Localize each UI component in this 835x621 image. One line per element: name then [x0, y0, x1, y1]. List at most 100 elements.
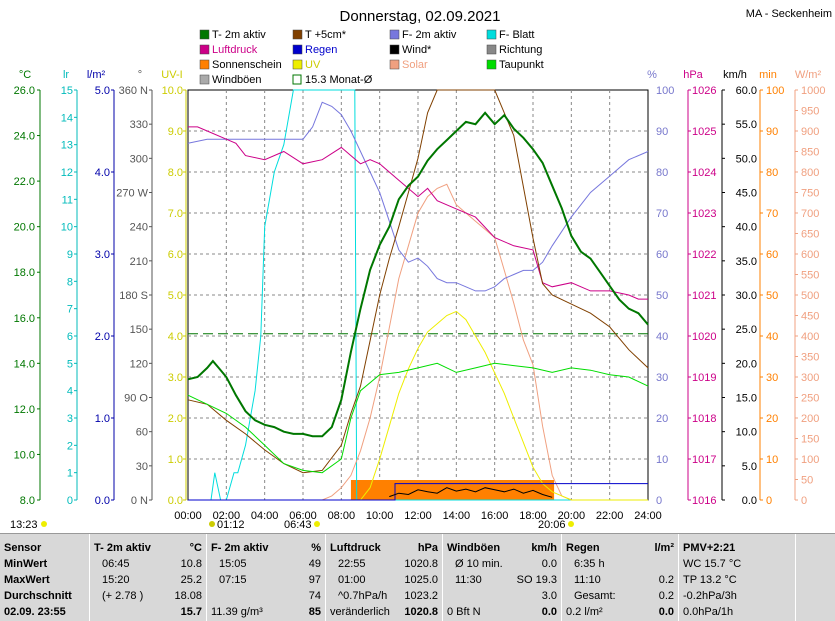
axis-tick-label-press: 1018	[692, 413, 716, 425]
axis-tick-label-temp: 10.0	[14, 449, 35, 461]
axis-tick-label-temp: 14.0	[14, 358, 35, 370]
footer-sensor-min: MinWert	[4, 558, 48, 570]
axis-tick-label-press: 1021	[692, 290, 716, 302]
legend-swatch	[389, 59, 400, 70]
series-solar	[188, 183, 648, 501]
axis-tick-label-wind: 45.0	[736, 188, 757, 200]
axis-tick-label-time: 24:00	[634, 510, 662, 522]
summary-footer: Sensor MinWert MaxWert Durchschnitt 02.0…	[0, 533, 835, 621]
axis-tick-label-uv: 3.0	[168, 372, 183, 384]
footer-cell-value: 74	[308, 590, 321, 602]
marker-sunrise: 06:43	[284, 519, 312, 531]
footer-pmv: PMV+2:21 WC 15.7 °C TP 13.2 °C -0.2hPa/3…	[678, 534, 795, 621]
axis-tick-label-press: 1025	[692, 126, 716, 138]
axis-unit-solar: W/m²	[795, 69, 822, 81]
legend: T- 2m aktiv T +5cm* F- 2m aktiv F- Blatt Luf…	[199, 29, 544, 86]
axis-tick-label-dir: 360 N	[119, 85, 148, 97]
axis-tick-label-uv: 5.0	[168, 290, 183, 302]
legend-swatch	[292, 59, 303, 70]
axis-tick-label-solar: 550	[801, 270, 819, 282]
axis-tick-label-solar: 50	[801, 475, 813, 487]
series-group	[187, 89, 649, 501]
axis-tick-label-hum: 0	[656, 495, 662, 507]
axis-tick-label-solar: 150	[801, 434, 819, 446]
axis-tick-label-uv: 8.0	[168, 167, 183, 179]
footer-rain: Regen l/m² 6:35 h 11:10 0.2 Gesamt: 0.2 0.2 l/m…	[561, 534, 678, 621]
footer-cell-row: 15:20 25.2	[94, 574, 202, 589]
axis-tick-label-solar: 250	[801, 393, 819, 405]
axis-tick-label-leaf: 4	[67, 386, 73, 398]
legend-label: Richtung	[499, 44, 542, 56]
legend-label: Solar	[402, 59, 428, 71]
axis-tick-label-solar: 650	[801, 229, 819, 241]
footer-cell-row: 06:45 10.8	[94, 558, 202, 573]
footer-cell-label: 11:10	[574, 574, 601, 586]
axis-tick-label-min: 40	[766, 331, 778, 343]
footer-cell-row: 74	[211, 590, 321, 605]
time-markers: 13:23 01:12 06:43 20:06	[10, 519, 574, 531]
footer-cell-value: 85	[308, 606, 321, 618]
axis-tick-label-solar: 0	[801, 495, 807, 507]
legend-label: Sonnenschein	[212, 59, 282, 71]
footer-pmv-title: PMV+2:21	[683, 542, 736, 554]
axis-tick-label-leaf: 13	[61, 140, 73, 152]
axis-tick-label-hum: 10	[656, 454, 668, 466]
axis-tick-label-leaf: 8	[67, 276, 73, 288]
axis-tick-label-dir: 150	[130, 324, 148, 336]
footer-pmv-3h: -0.2hPa/3h	[683, 590, 737, 602]
footer-sensor-avg: Durchschnitt	[4, 590, 72, 602]
weather-chart: Donnerstag, 02.09.2021 MA - Seckenheim T…	[10, 8, 832, 531]
footer-cell-row: 07:15 97	[211, 574, 321, 589]
footer-cell-row: Gesamt: 0.2	[566, 590, 674, 605]
series-f-blatt	[188, 89, 648, 501]
axis-tick-label-leaf: 14	[61, 112, 73, 124]
footer-sensor-date: 02.09. 23:55	[4, 606, 66, 618]
footer-cell-row: 0 Bft N 0.0	[447, 606, 557, 621]
axis-tick-label-temp: 20.0	[14, 222, 35, 234]
footer-pmv-tp: TP 13.2 °C	[683, 574, 737, 586]
footer-cell-label: Ø 10 min.	[455, 558, 503, 570]
footer-cell-row: 3.0	[447, 590, 557, 605]
axis-tick-label-leaf: 10	[61, 222, 73, 234]
legend-swatch	[292, 29, 303, 40]
footer-cell-value: 49	[308, 558, 321, 570]
legend-label: Windböen	[212, 74, 262, 86]
series-taupunkt	[187, 362, 649, 474]
axis-tick-label-uv: 4.0	[168, 331, 183, 343]
footer-cell-row: 6:35 h	[566, 558, 674, 573]
axis-tick-label-min: 20	[766, 413, 778, 425]
marker-dot	[209, 521, 215, 527]
axis-unit-rain: l/m²	[87, 69, 106, 81]
legend-swatch	[199, 74, 210, 85]
legend-swatch	[292, 74, 302, 85]
chart-title: Donnerstag, 02.09.2021	[340, 8, 501, 25]
footer-cell-row: 01:00 1025.0	[330, 574, 438, 589]
axis-tick-label-press: 1024	[692, 167, 716, 179]
axis-tick-label-hum: 50	[656, 290, 668, 302]
footer-cell-row: 15.7	[94, 606, 202, 621]
axis-tick-label-temp: 16.0	[14, 313, 35, 325]
footer-cell-value: SO 19.3	[516, 574, 557, 586]
footer-cell-label: ^0.7hPa/h	[338, 590, 388, 602]
legend-swatch	[486, 44, 497, 55]
axis-unit-min: min	[759, 69, 777, 81]
axis-tick-label-press: 1017	[692, 454, 716, 466]
footer-cell-label: 6:35 h	[574, 558, 605, 570]
axis-tick-label-time: 04:00	[251, 510, 279, 522]
legend-swatch	[389, 29, 400, 40]
axis-tick-label-min: 10	[766, 454, 778, 466]
axis-tick-label-rain: 1.0	[95, 413, 110, 425]
axis-tick-label-leaf: 2	[67, 440, 73, 452]
footer-cell-label: 15:20	[102, 574, 130, 586]
axis-tick-label-wind: 60.0	[736, 85, 757, 97]
legend-swatch	[486, 59, 497, 70]
series-luftdruck	[188, 126, 648, 300]
axes: °C26.024.022.020.018.016.014.012.010.08.…	[14, 69, 826, 522]
axis-tick-label-time: 22:00	[596, 510, 624, 522]
footer-t2m: T- 2m aktiv °C 06:45 10.8 15:20 25.2 (+ 2.78 )…	[89, 534, 206, 621]
footer-cell-label: 06:45	[102, 558, 130, 570]
footer-col-unit: l/m²	[654, 542, 674, 554]
axis-tick-label-wind: 10.0	[736, 427, 757, 439]
axis-tick-label-rain: 3.0	[95, 249, 110, 261]
axis-tick-label-time: 00:00	[174, 510, 202, 522]
